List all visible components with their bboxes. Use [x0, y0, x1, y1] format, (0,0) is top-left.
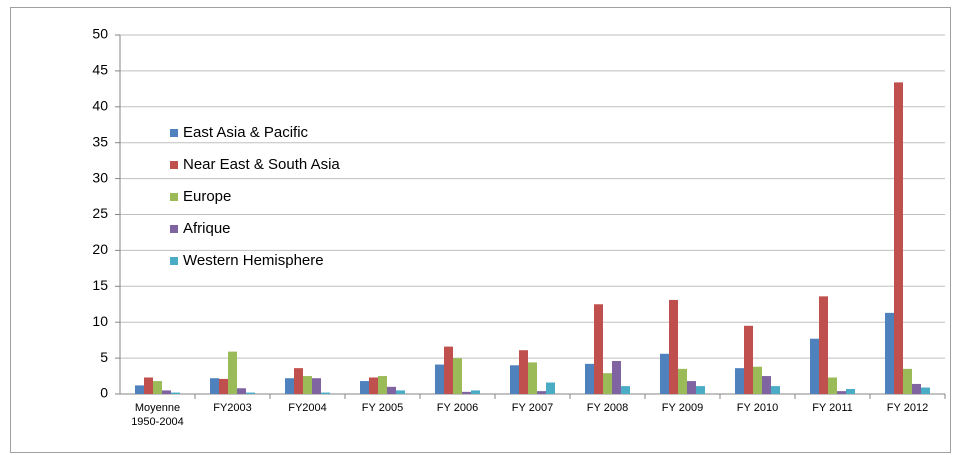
bar — [210, 378, 219, 394]
bar — [885, 312, 894, 394]
bar — [369, 377, 378, 394]
bar — [603, 373, 612, 394]
x-tick-label: FY2003 — [213, 402, 252, 414]
x-tick-label: FY 2009 — [661, 402, 704, 414]
bar — [246, 392, 255, 394]
bar — [762, 376, 771, 394]
bar — [810, 338, 819, 394]
bar — [510, 365, 519, 394]
y-tick-label: 5 — [100, 349, 108, 365]
x-tick-label: FY2004 — [288, 402, 327, 414]
bar — [696, 386, 705, 394]
bar — [678, 368, 687, 394]
bar — [396, 390, 405, 394]
legend-label: Afrique — [183, 220, 231, 237]
bar — [435, 364, 444, 394]
bar — [771, 386, 780, 394]
bar — [744, 325, 753, 394]
bar — [153, 381, 162, 394]
y-tick-label: 0 — [100, 385, 108, 401]
legend-swatch — [170, 193, 178, 201]
bar — [219, 378, 228, 394]
legend-swatch — [170, 225, 178, 233]
legend-swatch — [170, 161, 178, 169]
bar — [135, 385, 144, 394]
bar — [546, 382, 555, 394]
bar — [594, 304, 603, 394]
legend-label: Europe — [183, 188, 231, 205]
bar — [519, 350, 528, 394]
bar — [171, 392, 180, 394]
bar — [387, 386, 396, 394]
bar — [903, 368, 912, 394]
bar — [471, 390, 480, 394]
y-tick-label: 40 — [92, 98, 108, 114]
legend-swatch — [170, 257, 178, 265]
chart-border — [10, 7, 951, 453]
bar — [621, 386, 630, 394]
y-tick-label: 45 — [92, 62, 108, 78]
bar — [537, 391, 546, 394]
x-tick-label: FY 2010 — [736, 402, 779, 414]
bar — [144, 377, 153, 394]
bar — [687, 381, 696, 394]
x-tick-label: Moyenne 1950-2004 — [131, 402, 184, 428]
legend-label: Near East & South Asia — [183, 156, 340, 173]
bar — [585, 363, 594, 394]
bar — [921, 387, 930, 394]
bar — [162, 390, 171, 394]
bar — [837, 391, 846, 394]
bar — [846, 388, 855, 394]
bar — [528, 362, 537, 394]
x-tick-label: FY 2007 — [511, 402, 554, 414]
bar — [912, 383, 921, 394]
bar — [669, 299, 678, 394]
x-tick-label: FY 2006 — [436, 402, 479, 414]
bar — [360, 381, 369, 394]
bar — [294, 368, 303, 394]
bar — [237, 388, 246, 394]
x-tick-label: FY 2011 — [812, 402, 853, 414]
bar — [303, 376, 312, 394]
y-tick-label: 10 — [92, 313, 108, 329]
y-tick-label: 25 — [92, 205, 108, 221]
bar — [228, 351, 237, 394]
bar — [453, 358, 462, 394]
bar — [378, 376, 387, 394]
bar — [828, 377, 837, 394]
bar — [894, 82, 903, 394]
x-tick-label: FY 2005 — [361, 402, 404, 414]
bar — [285, 378, 294, 394]
bar — [462, 391, 471, 394]
y-tick-label: 50 — [92, 26, 108, 42]
legend-label: Western Hemisphere — [183, 252, 324, 269]
legend-swatch — [170, 129, 178, 137]
bar — [735, 368, 744, 394]
legend-label: East Asia & Pacific — [183, 124, 309, 141]
y-tick-label: 15 — [92, 277, 108, 293]
x-tick-label: FY 2008 — [586, 402, 629, 414]
y-tick-label: 20 — [92, 241, 108, 257]
bar — [312, 378, 321, 394]
y-tick-label: 35 — [92, 133, 108, 149]
bar — [321, 392, 330, 394]
bar — [612, 360, 621, 394]
bar — [660, 353, 669, 394]
bar — [444, 346, 453, 394]
bar — [753, 366, 762, 394]
bar — [819, 296, 828, 394]
y-tick-label: 30 — [92, 169, 108, 185]
x-tick-label: FY 2012 — [886, 402, 929, 414]
